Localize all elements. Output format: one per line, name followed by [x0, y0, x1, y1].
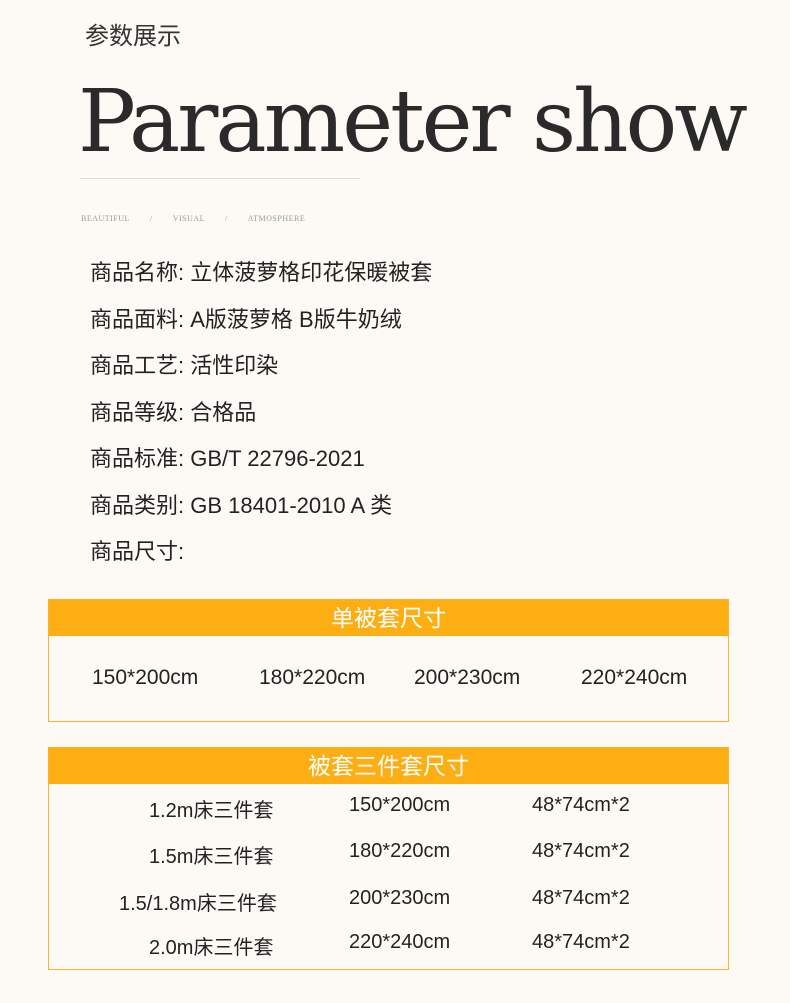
set-row: 2.0m床三件套 220*240cm 48*74cm*2 [49, 921, 728, 965]
param-value: GB/T 22796-2021 [190, 446, 365, 471]
tag: ATMOSPHERE [247, 214, 306, 223]
english-title: Parameter show [78, 72, 748, 172]
tagline: BEAUTIFUL / VISUAL / ATMOSPHERE [81, 214, 325, 223]
param-value: 活性印染 [190, 353, 279, 378]
pillow-size: 48*74cm*2 [532, 840, 630, 862]
param-label: 商品标准: [90, 446, 185, 471]
param-label: 商品名称: [90, 260, 185, 285]
param-row: 商品尺寸: [90, 534, 184, 566]
param-label: 商品类别: [90, 492, 185, 518]
set-size-header: 被套三件套尺寸 [49, 748, 728, 784]
cover-size: 220*240cm [349, 931, 451, 953]
size-cell: 220*240cm [581, 666, 688, 689]
param-row: 商品等级: 合格品 [90, 395, 256, 427]
param-label: 商品尺寸: [90, 539, 185, 564]
section-title: 参数展示 [85, 23, 181, 50]
param-row: 商品类别: GB 18401-2010 A 类 [90, 488, 392, 520]
divider [80, 178, 360, 179]
bed-size: 1.5m床三件套 [149, 846, 274, 868]
cover-size: 200*230cm [349, 887, 451, 909]
param-row: 商品标准: GB/T 22796-2021 [90, 441, 365, 473]
param-value: 合格品 [190, 399, 257, 425]
set-row: 1.2m床三件套 150*200cm 48*74cm*2 [49, 784, 728, 830]
param-value: A版菠萝格 B版牛奶绒 [190, 306, 402, 332]
tag: VISUAL [172, 214, 206, 223]
param-row: 商品面料: A版菠萝格 B版牛奶绒 [90, 302, 402, 334]
param-value: 立体菠萝格印花保暖被套 [190, 260, 433, 285]
pillow-size: 48*74cm*2 [532, 887, 630, 909]
tag-sep: / [225, 214, 228, 223]
tag-sep: / [149, 214, 153, 223]
param-value: GB 18401-2010 A 类 [190, 492, 393, 518]
param-row: 商品工艺: 活性印染 [90, 348, 278, 380]
param-label: 商品面料: [90, 306, 185, 332]
set-row: 1.5/1.8m床三件套 200*230cm 48*74cm*2 [49, 877, 728, 921]
set-size-table: 被套三件套尺寸 1.2m床三件套 150*200cm 48*74cm*2 1.5m床三… [48, 747, 729, 970]
param-label: 商品等级: [90, 399, 185, 425]
single-size-header: 单被套尺寸 [49, 600, 728, 636]
cover-size: 180*220cm [349, 840, 451, 862]
param-label: 商品工艺: [90, 353, 185, 378]
bed-size: 1.2m床三件套 [149, 800, 274, 822]
bed-size: 2.0m床三件套 [149, 937, 274, 959]
single-size-table: 单被套尺寸 150*200cm 180*220cm 200*230cm 220*… [48, 599, 729, 722]
size-cell: 200*230cm [414, 666, 521, 689]
size-cell: 180*220cm [259, 666, 366, 689]
cover-size: 150*200cm [349, 794, 451, 816]
bed-size: 1.5/1.8m床三件套 [119, 893, 277, 915]
pillow-size: 48*74cm*2 [532, 794, 630, 816]
size-cell: 150*200cm [92, 666, 199, 689]
pillow-size: 48*74cm*2 [532, 931, 630, 953]
tag: BEAUTIFUL [81, 214, 130, 223]
set-row: 1.5m床三件套 180*220cm 48*74cm*2 [49, 830, 728, 877]
param-row: 商品名称: 立体菠萝格印花保暖被套 [90, 255, 432, 287]
